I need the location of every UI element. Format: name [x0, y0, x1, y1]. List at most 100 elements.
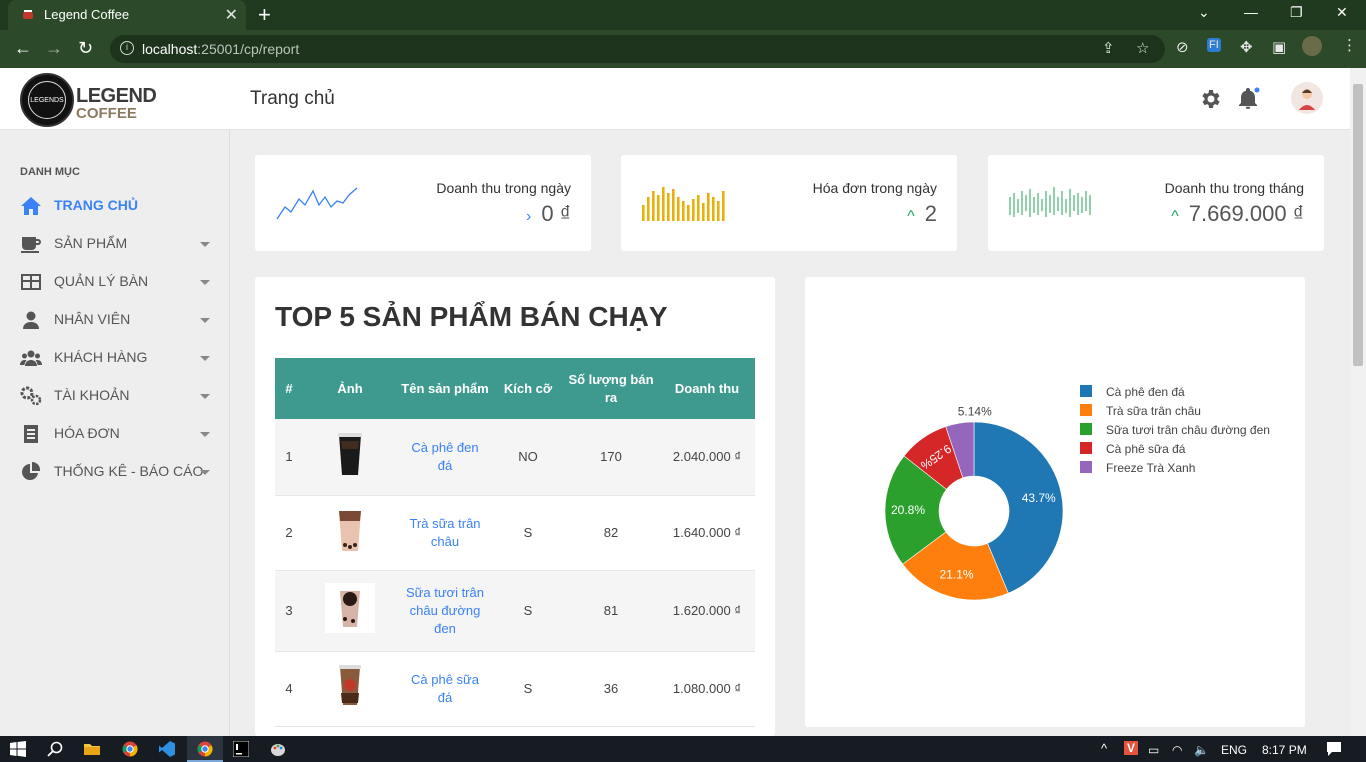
chrome-icon[interactable] — [122, 741, 138, 757]
intellij-icon[interactable] — [233, 741, 249, 757]
restore-icon[interactable]: ❐ — [1290, 4, 1303, 20]
chevron-down-icon — [200, 470, 210, 475]
product-image — [303, 570, 397, 652]
gears-icon — [20, 386, 42, 406]
taskbar-chrome-active[interactable] — [187, 736, 223, 762]
tray-wifi-icon[interactable]: ◠ — [1172, 743, 1183, 757]
stat-card-monthly-revenue: Doanh thu trong tháng ^ 7.669.000 ₫ — [988, 155, 1324, 251]
legend-label[interactable]: Cà phê đen đá — [1106, 385, 1185, 399]
sidebar-item-khach-hang[interactable]: KHÁCH HÀNG — [0, 342, 230, 374]
sidebar-item-nhan-vien[interactable]: NHÂN VIÊN — [0, 304, 230, 336]
sidebar-item-label: QUẢN LÝ BÀN — [54, 273, 149, 289]
table-icon — [21, 274, 41, 290]
tray-v-app-icon[interactable]: V — [1124, 741, 1139, 755]
sidebar-item-thong-ke-bao-cao[interactable]: THỐNG KÊ - BÁO CÁO — [0, 456, 230, 488]
chevron-up-icon: ^ — [907, 208, 915, 225]
tray-language[interactable]: ENG — [1221, 743, 1248, 757]
favicon-coffee-icon — [23, 10, 33, 19]
legend-swatch[interactable] — [1080, 461, 1092, 473]
new-tab-button[interactable]: + — [258, 2, 271, 27]
browser-menu-icon[interactable]: ⋮ — [1342, 37, 1357, 54]
pie-slice-sua-tuoi-tran-chau-duong-den[interactable] — [884, 455, 947, 565]
product-size: NO — [493, 419, 563, 496]
product-size: S — [493, 495, 563, 571]
tab-search-icon[interactable]: ⌄ — [1198, 4, 1210, 20]
extension-compass-icon[interactable]: ⊘ — [1176, 39, 1189, 56]
logo[interactable]: LEGENDS LEGEND COFFEE — [20, 73, 157, 127]
sidebar-item-trang-chu[interactable]: TRANG CHỦ — [0, 190, 230, 222]
legend-label[interactable]: Sữa tươi trân châu đường đen — [1106, 423, 1270, 437]
legend-swatch[interactable] — [1080, 385, 1092, 397]
chevron-up-icon: ^ — [1171, 208, 1179, 225]
pie-slice-ca-phe-den-da[interactable] — [973, 421, 1064, 594]
back-icon[interactable]: ← — [14, 38, 32, 58]
stat-value: ^ 2 — [907, 201, 937, 226]
site-info-icon[interactable]: i — [120, 41, 134, 55]
tray-show-hidden-icon[interactable]: ^ — [1101, 741, 1108, 756]
stat-value: ^ 7.669.000 ₫ — [1171, 201, 1304, 226]
address-bar[interactable]: i localhost:25001/cp/report ⇪ ☆ — [110, 35, 1165, 63]
page-scrollbar[interactable] — [1350, 68, 1366, 736]
pie-slice-freeze-tra-xanh[interactable] — [945, 421, 975, 479]
column-header: Doanh thu — [659, 358, 755, 419]
sidebar-item-quan-ly-ban[interactable]: QUẢN LÝ BÀN — [0, 266, 230, 298]
sidebar-item-san-pham[interactable]: SẢN PHẨM — [0, 228, 230, 260]
minimize-icon[interactable]: — — [1244, 4, 1258, 20]
user-avatar[interactable] — [1291, 82, 1323, 114]
stat-label: Hóa đơn trong ngày — [812, 180, 937, 196]
browser-tab[interactable]: Legend Coffee ✕ — [8, 0, 246, 30]
legend-label[interactable]: Trà sữa trân châu — [1106, 404, 1201, 418]
extensions-puzzle-icon[interactable]: ✥ — [1240, 39, 1253, 56]
windows-taskbar: ^ V ▭ ◠ 🔈 ENG 8:17 PM — [0, 736, 1366, 762]
product-quantity: 81 — [563, 570, 659, 652]
tray-battery-icon[interactable]: ▭ — [1148, 743, 1160, 757]
vscode-icon[interactable] — [159, 741, 175, 757]
paint-icon[interactable] — [270, 741, 286, 757]
product-name-link[interactable]: Cà phê đen đá — [397, 419, 493, 496]
close-window-icon[interactable]: ✕ — [1336, 4, 1348, 20]
sparkline-tick-icon — [1009, 187, 1091, 217]
forward-icon[interactable]: → — [45, 38, 63, 58]
settings-gear-icon[interactable] — [1198, 87, 1222, 111]
side-panel-icon[interactable]: ▣ — [1272, 39, 1287, 56]
profile-avatar-icon[interactable] — [1302, 36, 1322, 56]
row-index: 4 — [275, 651, 303, 727]
chevron-down-icon — [200, 318, 210, 323]
notification-center-icon[interactable] — [1326, 741, 1342, 757]
tray-clock[interactable]: 8:17 PM — [1262, 743, 1307, 757]
legend-swatch[interactable] — [1080, 404, 1092, 416]
iced-black-coffee-image — [338, 433, 362, 476]
tab-close-icon[interactable]: ✕ — [224, 7, 238, 24]
product-name-link[interactable]: Trà sữa trân châu — [397, 495, 493, 571]
reload-icon[interactable]: ↻ — [78, 38, 94, 58]
product-name-link[interactable]: Cà phê sữa đá — [397, 651, 493, 727]
product-revenue: 2.040.000 ₫ — [659, 419, 755, 496]
sidebar-heading: DANH MỤC — [20, 166, 80, 178]
extension-fi-icon[interactable]: FI — [1207, 38, 1221, 52]
share-icon[interactable]: ⇪ — [1102, 40, 1115, 57]
pie-chart-icon — [22, 462, 41, 480]
stat-label: Doanh thu trong tháng — [1164, 180, 1304, 196]
search-icon[interactable] — [47, 741, 63, 757]
notification-bell-icon[interactable] — [1238, 87, 1260, 111]
row-index: 3 — [275, 570, 303, 652]
stat-card-daily-invoices: Hóa đơn trong ngày ^ 2 — [621, 155, 957, 251]
sidebar-item-label: TRANG CHỦ — [54, 197, 138, 213]
bookmark-star-icon[interactable]: ☆ — [1136, 40, 1150, 57]
chevron-down-icon — [200, 242, 210, 247]
sidebar-item-tai-khoan[interactable]: TÀI KHOẢN — [0, 380, 230, 412]
legend-swatch[interactable] — [1080, 442, 1092, 454]
iced-milk-coffee-image — [339, 665, 361, 705]
pie-value-label: 21.1% — [940, 568, 974, 582]
windows-start-icon[interactable] — [10, 741, 26, 757]
file-explorer-icon[interactable] — [84, 741, 100, 757]
sidebar-item-hoa-don[interactable]: HÓA ĐƠN — [0, 418, 230, 450]
pie-slice-tra-sua-tran-chau[interactable] — [902, 531, 1009, 601]
url-text: localhost:25001/cp/report — [142, 41, 300, 57]
scrollbar-thumb[interactable] — [1353, 84, 1363, 366]
legend-swatch[interactable] — [1080, 423, 1092, 435]
legend-label[interactable]: Freeze Trà Xanh — [1106, 461, 1195, 475]
legend-label[interactable]: Cà phê sữa đá — [1106, 442, 1186, 456]
tray-volume-icon[interactable]: 🔈 — [1194, 743, 1209, 757]
product-name-link[interactable]: Sữa tươi trân châu đường đen — [397, 570, 493, 652]
